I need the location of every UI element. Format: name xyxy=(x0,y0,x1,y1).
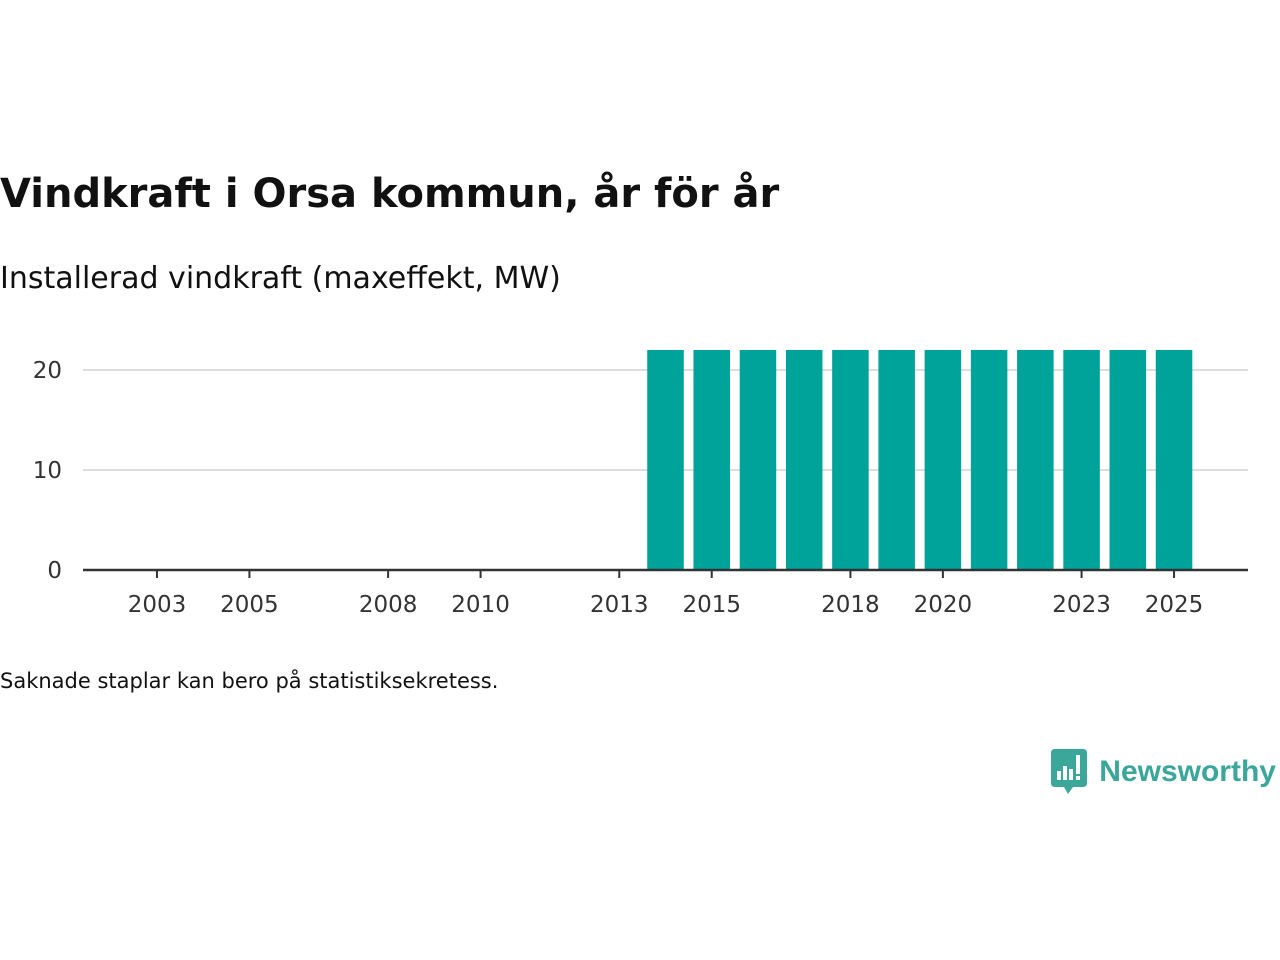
x-tick-label: 2020 xyxy=(914,592,973,618)
bar xyxy=(1063,350,1100,570)
footnote: Saknade staplar kan bero på statistiksek… xyxy=(0,669,499,693)
x-tick-label: 2005 xyxy=(220,592,279,618)
brand-logo[interactable]: Newsworthy xyxy=(1051,748,1276,796)
bar xyxy=(693,350,730,570)
bar xyxy=(832,350,869,570)
x-tick-label: 2008 xyxy=(359,592,418,618)
x-tick-label: 2023 xyxy=(1052,592,1111,618)
bar xyxy=(1109,350,1147,570)
y-tick-label: 10 xyxy=(33,458,62,484)
bar xyxy=(1017,350,1054,570)
bars xyxy=(647,350,1193,570)
chart-subtitle: Installerad vindkraft (maxeffekt, MW) xyxy=(0,261,561,296)
brand-name: Newsworthy xyxy=(1099,755,1276,788)
bar xyxy=(739,350,777,570)
bar xyxy=(924,350,962,570)
x-tick-label: 2025 xyxy=(1145,592,1204,618)
y-tick-label: 0 xyxy=(47,558,62,584)
x-tick-label: 2003 xyxy=(128,592,187,618)
y-tick-label: 20 xyxy=(33,358,62,384)
bar xyxy=(785,350,823,570)
bar-chart-speech-bubble-icon xyxy=(1051,749,1088,794)
x-tick-label: 2013 xyxy=(590,592,649,618)
x-tick-label: 2010 xyxy=(451,592,510,618)
y-axis-ticks: 0 10 20 xyxy=(33,358,62,584)
bar xyxy=(1155,350,1193,570)
x-axis-ticks: 2003 2005 2008 2010 2013 2015 2018 2020 2023 2025 xyxy=(128,570,1204,618)
bar xyxy=(970,350,1008,570)
x-tick-label: 2015 xyxy=(682,592,741,618)
bar xyxy=(647,350,684,570)
bar xyxy=(878,350,915,570)
chart-title: Vindkraft i Orsa kommun, år för år xyxy=(0,171,780,217)
x-tick-label: 2018 xyxy=(821,592,880,618)
